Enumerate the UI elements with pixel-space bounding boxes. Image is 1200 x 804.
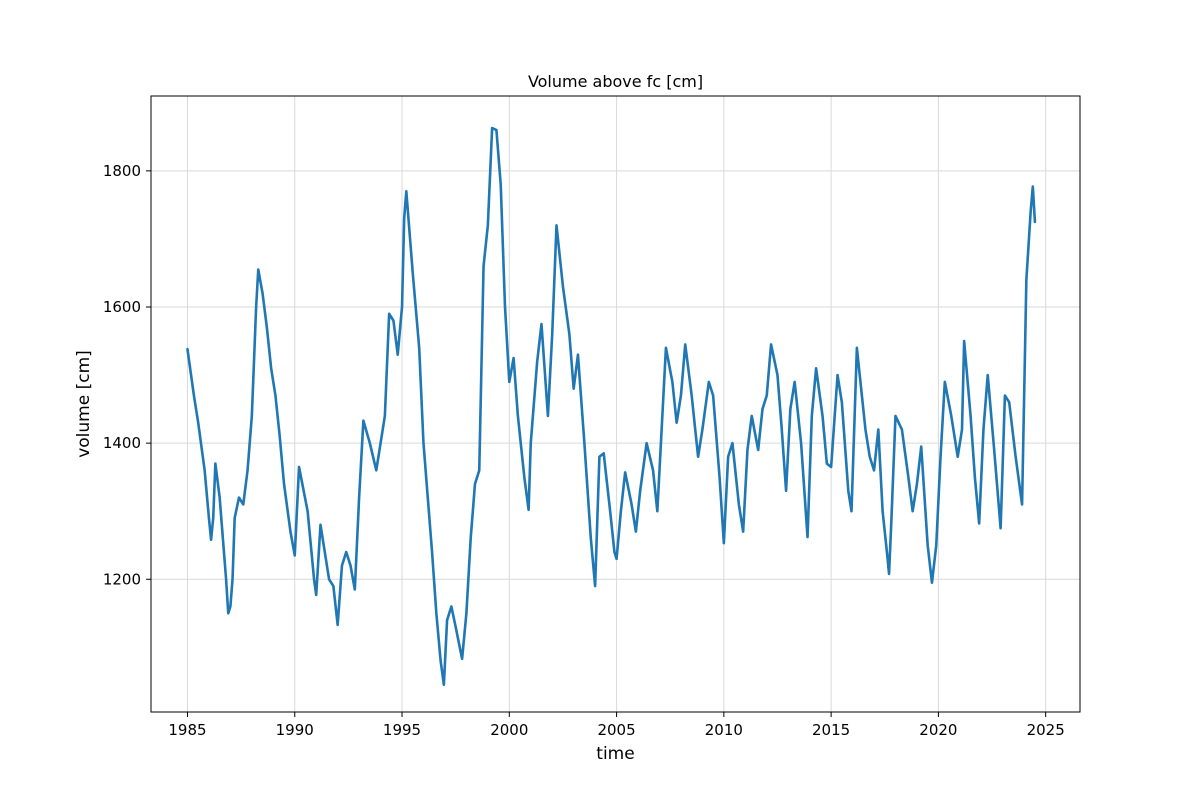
y-tick-label: 1200 — [103, 570, 141, 588]
x-tick-label: 1990 — [276, 721, 314, 739]
y-axis-label: volume [cm] — [74, 350, 94, 458]
x-tick-label: 2000 — [490, 721, 528, 739]
y-tick-label: 1400 — [103, 434, 141, 452]
plot-frame — [150, 95, 1081, 713]
grid-lines — [151, 96, 1080, 712]
x-axis-ticks: 1985 1990 1995 2000 2005 2010 2015 2020 2025 — [168, 712, 1065, 739]
x-tick-label: 2010 — [705, 721, 743, 739]
x-tick-label: 2015 — [812, 721, 850, 739]
x-axis-label: time — [596, 744, 634, 764]
x-tick-label: 2020 — [919, 721, 957, 739]
series-group — [186, 126, 1037, 687]
y-tick-label: 1800 — [103, 162, 141, 180]
y-tick-label: 1600 — [103, 298, 141, 316]
x-tick-label: 1995 — [383, 721, 421, 739]
series-line — [186, 126, 1037, 687]
x-tick-label: 2025 — [1027, 721, 1065, 739]
x-tick-label: 1985 — [168, 721, 206, 739]
chart-title: Volume above fc [cm] — [528, 72, 703, 91]
y-axis-ticks: 1200 1400 1600 1800 — [103, 162, 151, 588]
x-tick-label: 2005 — [597, 721, 635, 739]
